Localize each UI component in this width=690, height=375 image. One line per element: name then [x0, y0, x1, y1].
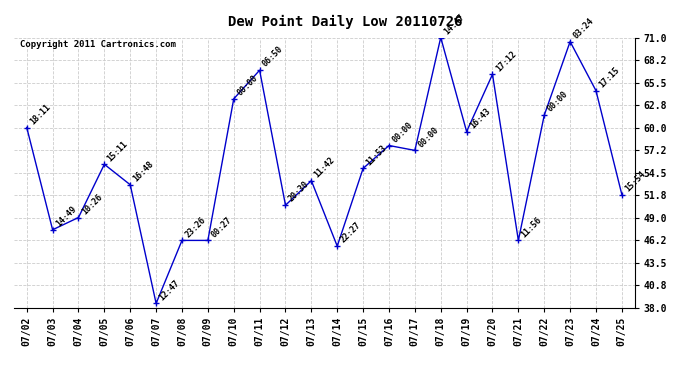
- Text: 15:54: 15:54: [623, 169, 647, 193]
- Text: 00:00: 00:00: [416, 125, 440, 149]
- Text: 12:47: 12:47: [157, 278, 181, 302]
- Text: 22:27: 22:27: [339, 221, 363, 245]
- Text: 11:42: 11:42: [313, 155, 337, 179]
- Text: 00:00: 00:00: [235, 74, 259, 98]
- Text: 17:12: 17:12: [494, 49, 518, 73]
- Text: 06:50: 06:50: [261, 45, 285, 69]
- Text: Dew Point Daily Low 20110726: Dew Point Daily Low 20110726: [228, 15, 462, 29]
- Text: 11:53: 11:53: [364, 143, 388, 167]
- Text: 16:43: 16:43: [468, 106, 492, 130]
- Text: 17:15: 17:15: [598, 65, 622, 89]
- Text: 00:27: 00:27: [209, 215, 233, 239]
- Text: 00:00: 00:00: [546, 90, 570, 114]
- Text: 18:11: 18:11: [28, 102, 52, 126]
- Text: 11:56: 11:56: [520, 215, 544, 239]
- Text: 14:47: 14:47: [442, 12, 466, 36]
- Text: 03:24: 03:24: [571, 16, 595, 40]
- Text: 14:49: 14:49: [54, 204, 78, 228]
- Text: 00:00: 00:00: [391, 120, 415, 144]
- Text: 15:11: 15:11: [106, 139, 130, 163]
- Text: 10:26: 10:26: [80, 192, 104, 216]
- Text: 23:26: 23:26: [184, 215, 208, 239]
- Text: Copyright 2011 Cartronics.com: Copyright 2011 Cartronics.com: [20, 40, 176, 49]
- Text: 16:48: 16:48: [132, 159, 156, 183]
- Text: 20:30: 20:30: [287, 180, 311, 204]
